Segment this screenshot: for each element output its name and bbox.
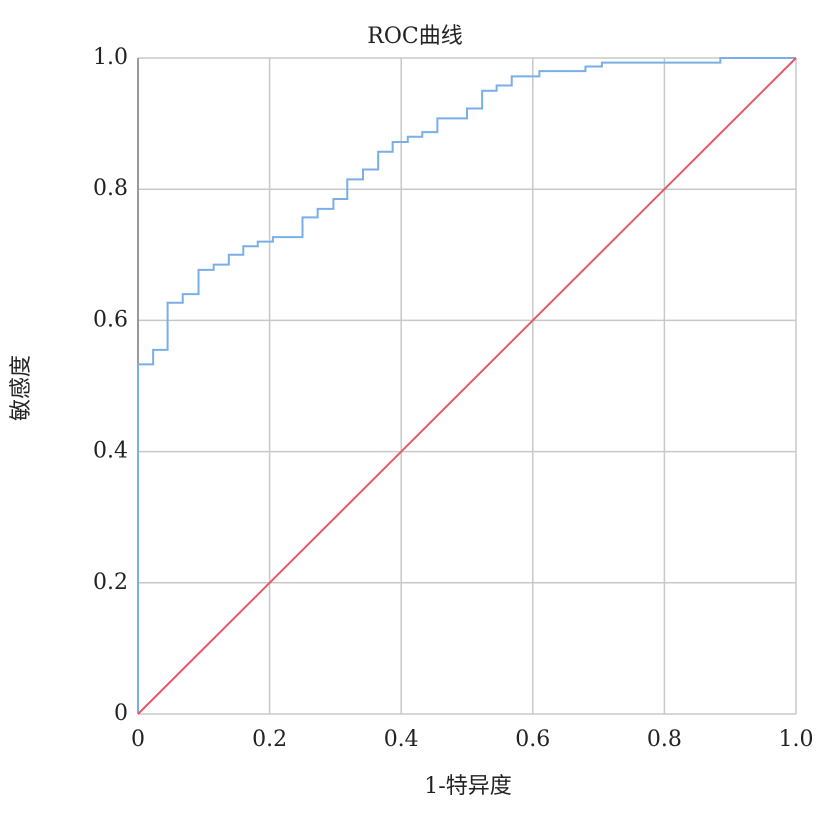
- x-tick-label: 0.8: [647, 727, 682, 752]
- x-tick-label: 0.4: [384, 727, 419, 752]
- y-tick-label: 0: [114, 701, 128, 726]
- series-line: [137, 57, 797, 715]
- y-tick-label: 0.4: [93, 439, 128, 464]
- y-tick-label: 0.2: [93, 570, 128, 595]
- y-tick-label: 1.0: [93, 45, 128, 70]
- x-axis-label: 1-特异度: [424, 774, 511, 799]
- y-axis-label: 敏感度: [9, 355, 34, 421]
- x-tick-label: 0: [131, 727, 145, 752]
- x-tick-label: 0.6: [515, 727, 550, 752]
- y-tick-label: 0.8: [93, 176, 128, 201]
- x-tick-label: 0.2: [252, 727, 287, 752]
- x-tick-label: 1.0: [779, 727, 814, 752]
- y-tick-label: 0.6: [93, 307, 128, 332]
- chart-title: ROC曲线: [367, 24, 462, 49]
- series-line: [137, 57, 796, 714]
